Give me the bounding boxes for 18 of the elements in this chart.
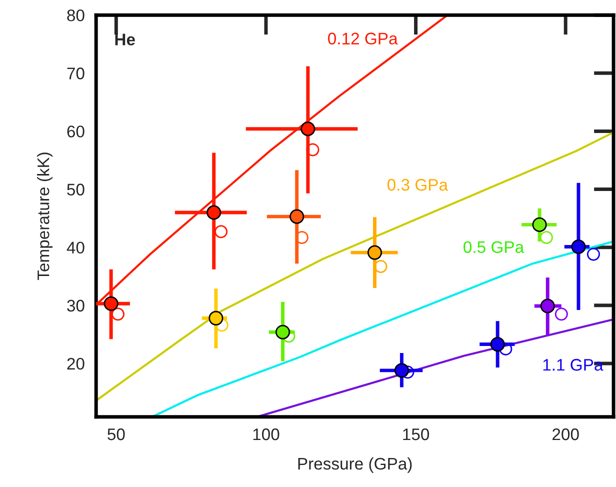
y-tick-label: 30 [67, 300, 84, 312]
x-tick-label: 200 [552, 428, 579, 440]
y-axis-title: Temperature (kK) [37, 152, 53, 280]
y-tick-label: 50 [67, 184, 84, 196]
x-axis-title: Pressure (GPa) [298, 457, 412, 473]
x-tick-label: 100 [253, 428, 280, 440]
series-label: 0.12 GPa [328, 32, 398, 44]
x-tick-label: 50 [108, 428, 125, 440]
series-label: 0.5 GPa [464, 241, 524, 253]
y-tick-label: 40 [66, 242, 84, 254]
y-tick-label: 70 [67, 68, 84, 80]
y-tick-label: 80 [67, 10, 84, 22]
x-tick-label: 150 [403, 428, 430, 440]
y-tick-label: 60 [67, 126, 84, 138]
annotation: He [115, 34, 135, 46]
y-tick-label: 20 [67, 358, 84, 370]
series-label: 0.3 GPa [388, 178, 448, 191]
series-label: 1.1 GPa [543, 358, 604, 371]
